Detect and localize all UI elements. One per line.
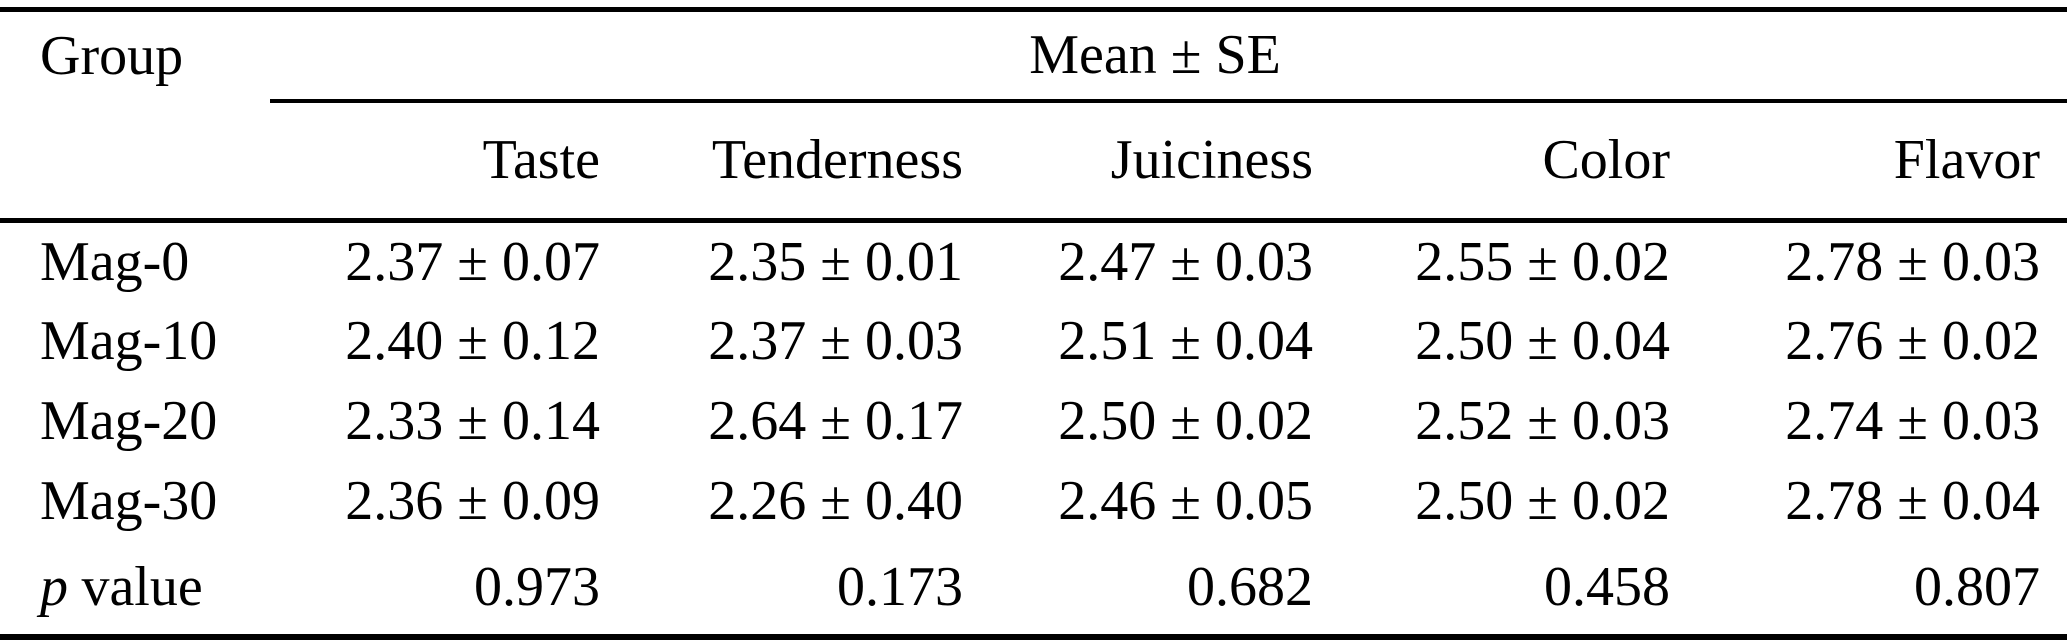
data-cell: 2.46 ± 0.05 [1058,469,1313,532]
data-cell: 2.50 ± 0.02 [1058,389,1313,452]
data-cell: 2.51 ± 0.04 [1058,309,1313,372]
p-value-cell: 0.458 [1544,556,1670,619]
data-cell: 2.74 ± 0.03 [1785,389,2040,452]
data-cell: 2.64 ± 0.17 [708,389,963,452]
row-label: Mag-0 [40,230,190,293]
data-cell: 2.35 ± 0.01 [708,230,963,293]
data-cell: 2.76 ± 0.02 [1785,309,2040,372]
table-row-mag-0: Mag-0 2.37 ± 0.07 2.35 ± 0.01 2.47 ± 0.0… [0,221,2067,301]
p-label-rest: value [81,556,203,619]
data-cell: 2.33 ± 0.14 [345,389,600,452]
table-row-mag-20: Mag-20 2.33 ± 0.14 2.64 ± 0.17 2.50 ± 0.… [0,381,2067,461]
column-header-juiciness: Juiciness [963,100,1313,223]
data-cell: 2.50 ± 0.04 [1415,309,1670,372]
row-label: Mag-30 [40,469,218,532]
group-header-cell: Group [40,25,184,88]
data-cell: 2.37 ± 0.07 [345,230,600,293]
column-header-taste: Taste [270,100,600,223]
table-row-mag-10: Mag-10 2.40 ± 0.12 2.37 ± 0.03 2.51 ± 0.… [0,301,2067,381]
row-label: Mag-20 [40,389,218,452]
p-value-cell: 0.807 [1914,556,2040,619]
p-symbol: p [40,556,68,619]
empty-header-cell [0,100,270,223]
table-row-span-header: Group Mean ± SE [0,9,2067,103]
data-cell: 2.47 ± 0.03 [1058,230,1313,293]
column-header-tenderness: Tenderness [600,100,963,223]
results-table: Group Mean ± SE Taste Tenderness Juicine… [0,7,2067,640]
column-header-flavor: Flavor [1670,100,2067,223]
column-header-color: Color [1313,100,1670,223]
data-cell: 2.37 ± 0.03 [708,309,963,372]
table-row-mag-30: Mag-30 2.36 ± 0.09 2.26 ± 0.40 2.46 ± 0.… [0,461,2067,541]
table-row-p-value: p value 0.973 0.173 0.682 0.458 0.807 [0,541,2067,637]
data-cell: 2.78 ± 0.03 [1785,230,2040,293]
data-cell: 2.26 ± 0.40 [708,469,963,532]
data-cell: 2.78 ± 0.04 [1785,469,2040,532]
p-value-cell: 0.682 [1187,556,1313,619]
mean-se-span-header-cell: Mean ± SE [270,9,2067,103]
data-cell: 2.52 ± 0.03 [1415,389,1670,452]
table-row-column-headers: Taste Tenderness Juiciness Color Flavor [0,100,2067,223]
p-value-row-label: p value [0,541,270,637]
p-value-cell: 0.973 [474,556,600,619]
data-cell: 2.50 ± 0.02 [1415,469,1670,532]
data-cell: 2.55 ± 0.02 [1415,230,1670,293]
row-label: Mag-10 [40,309,218,372]
data-cell: 2.40 ± 0.12 [345,309,600,372]
p-value-cell: 0.173 [837,556,963,619]
data-cell: 2.36 ± 0.09 [345,469,600,532]
